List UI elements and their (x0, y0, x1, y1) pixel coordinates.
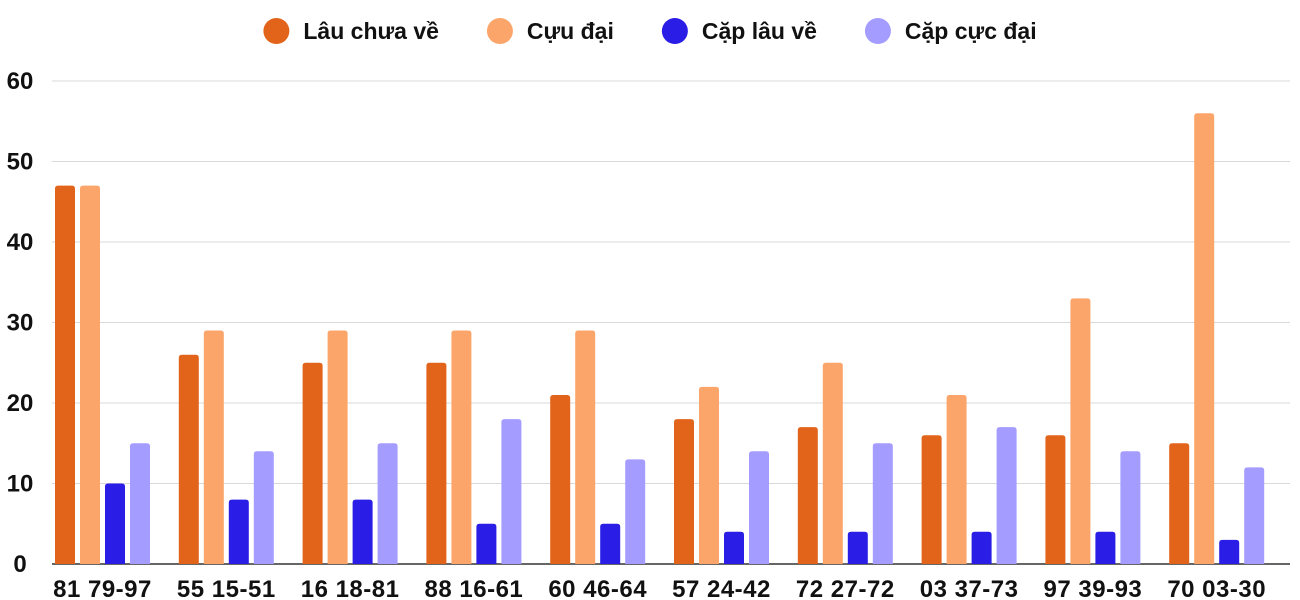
bar (625, 459, 646, 564)
bar (724, 531, 744, 564)
x-category-label: 88 16-61 (425, 576, 524, 600)
gridlines (52, 80, 1290, 565)
bar (822, 362, 843, 564)
bar (921, 435, 942, 564)
bar (302, 362, 323, 564)
x-axis-categories: 81 79-97 55 15-51 16 18-81 88 16-61 60 46-64… (53, 576, 1266, 600)
bar (1070, 298, 1091, 564)
bar (971, 531, 992, 564)
legend-label: Cặp cực đại (905, 18, 1037, 44)
bar (352, 499, 373, 564)
y-axis-ticks: 0 10 20 30 40 50 60 (7, 68, 34, 578)
legend: Lâu chưa về Cựu đại Cặp lâu về Cặp cực đại (263, 18, 1037, 44)
bar (377, 443, 398, 564)
x-category-label: 60 46-64 (548, 576, 647, 600)
bar (872, 443, 893, 564)
legend-label: Cựu đại (527, 18, 614, 44)
bar (228, 499, 249, 564)
legend-item: Cựu đại (486, 18, 614, 44)
bar (749, 451, 769, 564)
bar (797, 427, 818, 564)
bar (501, 419, 522, 564)
bar (327, 330, 348, 564)
bar (996, 427, 1017, 564)
bar (550, 394, 571, 564)
bar (1244, 467, 1265, 564)
bar (674, 419, 694, 564)
bar (847, 531, 868, 564)
legend-swatch (661, 18, 688, 44)
y-tick-label: 60 (7, 68, 34, 95)
bar (130, 443, 150, 564)
legend-item: Lâu chưa về (263, 18, 439, 44)
legend-swatch (486, 18, 513, 44)
bar (1045, 435, 1066, 564)
y-tick-label: 0 (13, 551, 26, 578)
bar (699, 386, 719, 564)
legend-swatch (864, 18, 891, 44)
y-tick-label: 50 (7, 149, 34, 176)
legend-label: Cặp lâu về (702, 18, 817, 44)
legend-item: Cặp cực đại (864, 18, 1037, 44)
bar (1194, 113, 1215, 564)
legend-swatch (263, 18, 290, 44)
x-category-label: 03 37-73 (920, 576, 1019, 600)
bar (178, 354, 199, 564)
y-tick-label: 10 (7, 471, 34, 498)
bar (203, 330, 224, 564)
bar (55, 185, 75, 564)
y-tick-label: 40 (7, 229, 34, 256)
x-category-label: 57 24-42 (672, 576, 771, 600)
bar (946, 394, 967, 564)
x-category-label: 16 18-81 (301, 576, 400, 600)
x-category-label: 81 79-97 (53, 576, 152, 600)
legend-label: Lâu chưa về (303, 18, 439, 44)
bar (451, 330, 472, 564)
bar (1169, 443, 1190, 564)
bar (80, 185, 100, 564)
bars (55, 113, 1265, 564)
bar (105, 483, 125, 564)
x-category-label: 97 39-93 (1044, 576, 1143, 600)
bar (1095, 531, 1116, 564)
bar (476, 523, 497, 564)
bar (600, 523, 621, 564)
y-tick-label: 30 (7, 310, 34, 337)
bar (1120, 451, 1141, 564)
legend-item: Cặp lâu về (661, 18, 817, 44)
y-tick-label: 20 (7, 390, 34, 417)
x-category-label: 72 27-72 (796, 576, 895, 600)
bar (426, 362, 447, 564)
x-category-label: 55 15-51 (177, 576, 276, 600)
bar (253, 451, 274, 564)
bar (575, 330, 596, 564)
bar (1219, 539, 1240, 564)
x-category-label: 70 03-30 (1167, 576, 1266, 600)
